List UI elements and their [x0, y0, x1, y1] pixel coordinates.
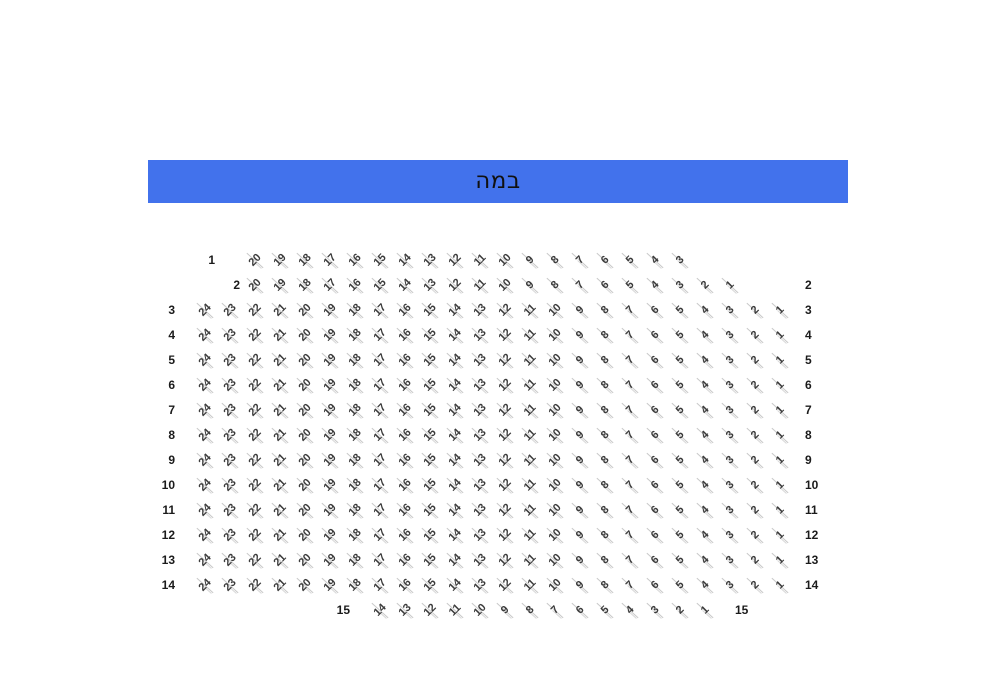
row-label-left: 12: [161, 528, 175, 542]
row-label-left: 10: [161, 478, 175, 492]
seat[interactable]: 1: [693, 598, 718, 623]
stage-label: במה: [475, 168, 521, 194]
stage-header: במה: [148, 160, 848, 203]
row-label-left: 14: [161, 578, 175, 592]
row-label-left: 9: [168, 453, 175, 467]
row-label-right: 6: [805, 378, 812, 392]
seat-row: 9 24 23 22 21 20 19 18 17 16 15 14 13 12 11 10 9 8 7 6 5 4 3 2 1…: [0, 448, 1000, 473]
seat-row: 8 24 23 22 21 20 19 18 17 16 15 14 13 12 11 10 9 8 7 6 5 4 3 2 1…: [0, 423, 1000, 448]
row-label-right: 4: [805, 328, 812, 342]
row-label-right: 10: [805, 478, 819, 492]
row-label-right: 9: [805, 453, 812, 467]
seat-row: 3 24 23 22 21 20 19 18 17 16 15 14 13 12 11 10 9 8 7 6 5 4 3 2 1…: [0, 298, 1000, 323]
seat-row: 2 20 19 18 17 16 15 14 13 12 11 10 9 8 7 6 5 4 3 2 1 2: [0, 273, 1000, 298]
row-label-left: 13: [161, 553, 175, 567]
row-label-left: 4: [168, 328, 175, 342]
seat-row: 7 24 23 22 21 20 19 18 17 16 15 14 13 12 11 10 9 8 7 6 5 4 3 2 1…: [0, 398, 1000, 423]
row-label-right: 2: [805, 278, 812, 292]
seat-row: 12 24 23 22 21 20 19 18 17 16 15 14 13 12 11 10 9 8 7 6 5 4 3 2…: [0, 523, 1000, 548]
seat-number: 1: [698, 603, 712, 617]
seat-row: 13 24 23 22 21 20 19 18 17 16 15 14 13 12 11 10 9 8 7 6 5 4 3 2…: [0, 548, 1000, 573]
row-label-left: 7: [168, 403, 175, 417]
seat-row: 6 24 23 22 21 20 19 18 17 16 15 14 13 12 11 10 9 8 7 6 5 4 3 2 1…: [0, 373, 1000, 398]
row-label-right: 12: [805, 528, 819, 542]
seat-row: 14 24 23 22 21 20 19 18 17 16 15 14 13 12 11 10 9 8 7 6 5 4 3 2…: [0, 573, 1000, 598]
row-label-right: 5: [805, 353, 812, 367]
row-label-right: 3: [805, 303, 812, 317]
row-label-left: 8: [168, 428, 175, 442]
seat-row: 1 20 19 18 17 16 15 14 13 12 11 10 9 8 7 6 5 4 3: [0, 248, 1000, 273]
seat-row: 10 24 23 22 21 20 19 18 17 16 15 14 13 12 11 10 9 8 7 6 5 4 3 2…: [0, 473, 1000, 498]
row-label-right: 8: [805, 428, 812, 442]
seat-row: 11 24 23 22 21 20 19 18 17 16 15 14 13 12 11 10 9 8 7 6 5 4 3 2…: [0, 498, 1000, 523]
seat-row: 15 14 13 12 11 10 9 8 7 6 5 4 3 2 1 15: [0, 598, 1000, 623]
row-label-left: 6: [168, 378, 175, 392]
seat-row: 4 24 23 22 21 20 19 18 17 16 15 14 13 12 11 10 9 8 7 6 5 4 3 2 1…: [0, 323, 1000, 348]
row-label-left: 5: [168, 353, 175, 367]
row-label-right: 15: [735, 603, 749, 617]
row-label-left: 2: [233, 278, 240, 292]
row-label-left: 1: [208, 253, 215, 267]
seat-row: 5 24 23 22 21 20 19 18 17 16 15 14 13 12 11 10 9 8 7 6 5 4 3 2 1…: [0, 348, 1000, 373]
row-label-left: 11: [162, 503, 175, 517]
row-label-right: 7: [805, 403, 812, 417]
row-label-right: 14: [805, 578, 819, 592]
row-label-left: 15: [336, 603, 350, 617]
seat[interactable]: 1: [768, 573, 793, 598]
row-label-right: 13: [805, 553, 819, 567]
row-label-right: 11: [805, 503, 818, 517]
row-label-left: 3: [168, 303, 175, 317]
